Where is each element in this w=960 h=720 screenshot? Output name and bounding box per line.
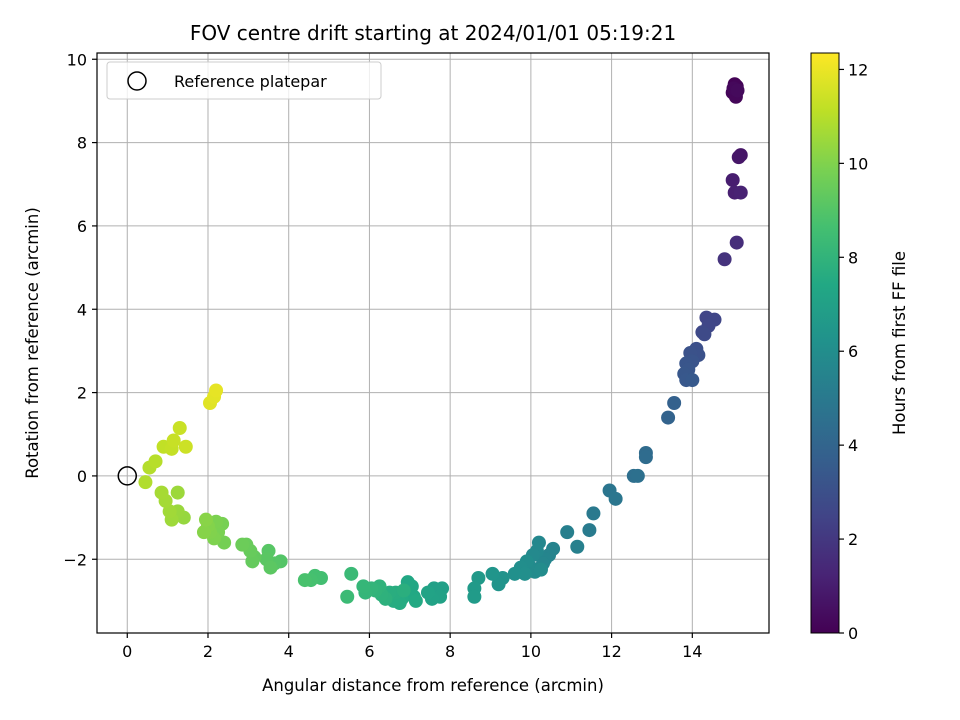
y-tick-label: −2 [63,550,87,569]
x-tick-label: 0 [122,642,132,661]
x-tick-label: 4 [284,642,294,661]
data-point [507,566,522,581]
y-tick-label: 8 [77,134,87,153]
colorbar-label: Hours from first FF file [890,251,909,435]
legend-box [106,61,382,100]
data-point [729,235,744,250]
data-point [408,593,423,608]
legend-marker-open-circle [127,71,147,91]
reference-platepar-marker [117,466,138,486]
y-tick-label: 0 [77,467,87,486]
data-point [396,583,411,598]
legend-label: Reference platepar [174,72,327,91]
x-tick-label: 12 [601,642,621,661]
data-point [245,554,260,569]
data-point [560,525,575,540]
data-point [533,562,548,577]
data-point [420,585,435,600]
x-tick-label: 14 [682,642,702,661]
data-point [697,327,712,342]
data-point [582,523,597,538]
colorbar-gradient [810,52,840,634]
data-point [172,421,187,435]
data-points [138,77,748,610]
data-point [170,485,185,500]
colorbar-tick-label: 8 [848,248,858,267]
colorbar-tick-label: 2 [848,530,858,549]
data-point [731,150,746,165]
x-tick-label: 8 [445,642,455,661]
y-axis-ticks: −2 0 2 4 6 8 10 [63,50,97,569]
x-axis-label: Angular distance from reference (arcmin) [262,676,604,695]
data-point [209,383,224,398]
x-tick-label: 10 [521,642,541,661]
y-tick-label: 10 [67,50,87,69]
x-tick-label: 6 [364,642,374,661]
data-point [178,439,193,454]
colorbar: 0 2 4 6 8 10 12 Hours from first FF file [810,52,909,643]
data-point [166,433,181,448]
data-point [198,512,213,527]
colorbar-tick-label: 10 [848,154,868,173]
grid-lines [97,53,769,633]
data-point [586,506,601,521]
data-point [517,566,532,581]
x-tick-label: 2 [203,642,213,661]
data-point [667,396,682,410]
data-point [730,83,745,98]
data-point [733,185,748,200]
data-point [263,560,278,575]
data-point [608,491,623,506]
plot-frame [96,52,770,634]
y-axis-label: Rotation from reference (arcmin) [23,207,42,479]
data-point [661,410,676,425]
data-point [340,589,355,604]
data-point [344,566,359,581]
y-tick-label: 4 [77,300,87,319]
data-point [297,573,312,588]
colorbar-tick-label: 12 [848,60,868,79]
colorbar-ticks: 0 2 4 6 8 10 12 [839,60,868,643]
colorbar-tick-label: 4 [848,436,858,455]
x-axis-ticks: 0 2 4 6 8 10 12 14 [122,633,702,661]
y-tick-label: 2 [77,384,87,403]
data-point [467,589,482,604]
data-point [638,450,653,465]
data-point [148,454,163,469]
data-point [685,373,700,388]
data-point [138,475,153,490]
y-tick-label: 6 [77,217,87,236]
colorbar-tick-label: 0 [848,624,858,643]
data-point [725,173,740,188]
data-point [235,537,250,552]
legend: Reference platepar [106,61,382,100]
data-point [630,468,645,483]
data-point [485,566,500,581]
data-point [196,525,211,540]
data-point [570,539,585,554]
data-point [717,252,732,267]
data-point [154,485,169,500]
chart-title: FOV centre drift starting at 2024/01/01 … [190,21,676,45]
data-point [356,579,371,594]
data-point [491,577,506,592]
colorbar-tick-label: 6 [848,342,858,361]
